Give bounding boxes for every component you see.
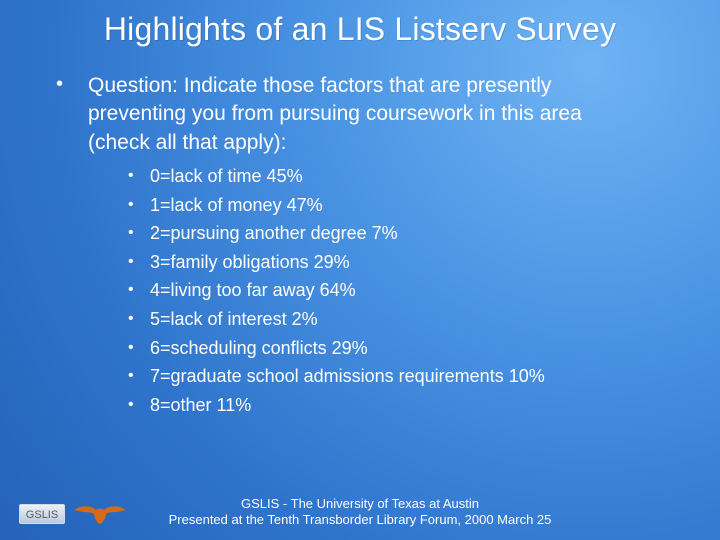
footer-line-1: GSLIS - The University of Texas at Austi… [241, 496, 479, 511]
factor-bullet-0: • [128, 167, 134, 184]
factor-text-5: 5=lack of interest 2% [150, 308, 318, 329]
gslis-logo: GSLIS [19, 504, 65, 524]
slide-title: Highlights of an LIS Listserv Survey [103, 11, 617, 47]
question-bullet: • [56, 73, 64, 95]
factor-bullet-5: • [128, 309, 134, 327]
factor-item-5: • 5=lack of interest 2% [128, 305, 648, 334]
footer-line-2: Presented at the Tenth Transborder Libra… [168, 512, 552, 527]
factor-bullet-8: • [128, 395, 134, 413]
factor-item-3: • 3=family obligations 29% [128, 248, 648, 277]
factor-list: • 0=lack of time 45% • 1=lack of money 4… [128, 162, 648, 419]
footer: GSLIS GSLIS - The University of Texas at… [0, 486, 720, 540]
factor-item-8: • 8=other 11% [128, 391, 648, 420]
factor-text-8: 8=other 11% [150, 394, 252, 415]
factor-bullet-4: • [128, 281, 134, 299]
factor-text-1: 1=lack of money 47% [150, 194, 323, 215]
factor-text-6: 6=scheduling conflicts 29% [150, 337, 368, 358]
factor-text-3: 3=family obligations 29% [150, 251, 350, 272]
longhorn-icon [74, 506, 126, 524]
question-text: Question: Indicate those factors that ar… [88, 74, 582, 154]
factor-item-0: • 0=lack of time 45% [128, 162, 648, 191]
factor-item-1: • 1=lack of money 47% [128, 191, 648, 220]
factor-item-2: • 2=pursuing another degree 7% [128, 219, 648, 248]
factor-item-4: • 4=living too far away 64% [128, 276, 648, 305]
factor-bullet-6: • [128, 338, 134, 356]
factor-item-7: • 7=graduate school admissions requireme… [128, 362, 648, 391]
factor-text-0: 0=lack of time 45% [150, 166, 303, 186]
factor-text-2: 2=pursuing another degree 7% [150, 223, 398, 244]
factor-text-7: 7=graduate school admissions requirement… [150, 366, 545, 387]
factor-bullet-1: • [128, 195, 134, 213]
factor-bullet-7: • [128, 367, 134, 385]
factor-item-6: • 6=scheduling conflicts 29% [128, 334, 648, 363]
footer-text-block: GSLIS - The University of Texas at Austi… [140, 496, 580, 528]
question-block: • Question: Indicate those factors that … [56, 72, 670, 157]
factor-bullet-2: • [128, 224, 134, 242]
factor-text-4: 4=living too far away 64% [150, 280, 356, 301]
factor-bullet-3: • [128, 252, 134, 270]
